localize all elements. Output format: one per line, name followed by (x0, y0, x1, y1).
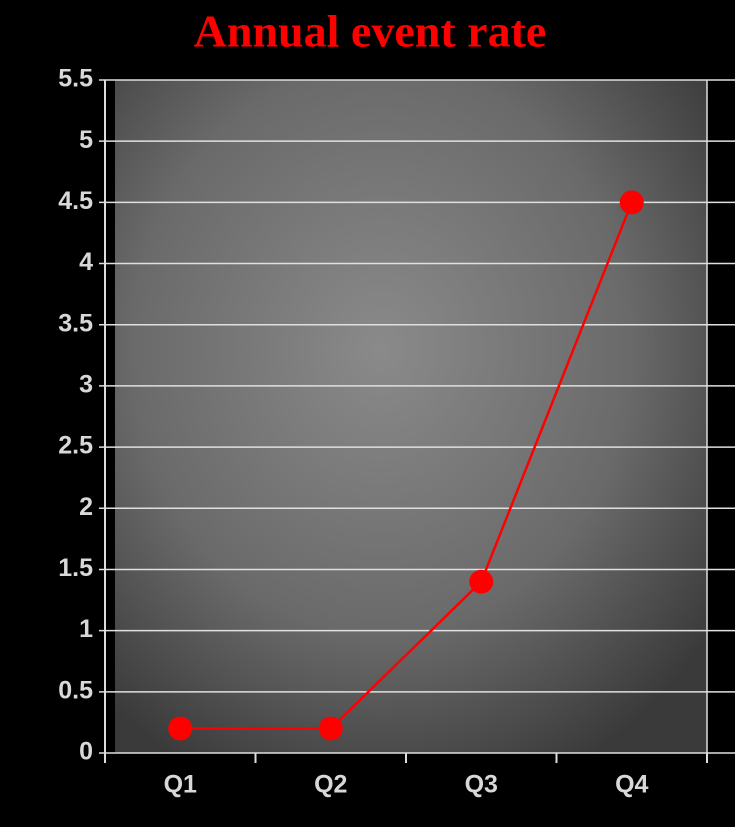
x-tick-label: Q1 (164, 771, 197, 799)
y-tick-label: 4 (79, 248, 93, 276)
x-tick-label: Q3 (465, 771, 498, 799)
y-tick-label: 1 (79, 615, 93, 643)
y-tick-label: 2.5 (58, 432, 93, 460)
chart-title: Annual event rate (194, 6, 547, 57)
y-tick-label: 4.5 (58, 187, 93, 215)
y-tick-label: 1.5 (58, 554, 93, 582)
y-tick-label: 0 (79, 738, 93, 766)
y-tick-label: 5 (79, 126, 93, 154)
y-tick-label: 5.5 (58, 65, 93, 93)
marker (168, 717, 192, 741)
marker (620, 190, 644, 214)
x-tick-label: Q2 (314, 771, 347, 799)
y-tick-label: 3.5 (58, 309, 93, 337)
y-tick-label: 3 (79, 371, 93, 399)
marker (319, 717, 343, 741)
x-tick-label: Q4 (615, 771, 648, 799)
marker (469, 570, 493, 594)
y-tick-label: 2 (79, 493, 93, 521)
y-tick-label: 0.5 (58, 676, 93, 704)
background-image (115, 80, 707, 753)
chart: Annual event rate 0 0.5 1 1.5 2 2.5 3 3.5 4 4.5 5 5… (0, 0, 735, 827)
